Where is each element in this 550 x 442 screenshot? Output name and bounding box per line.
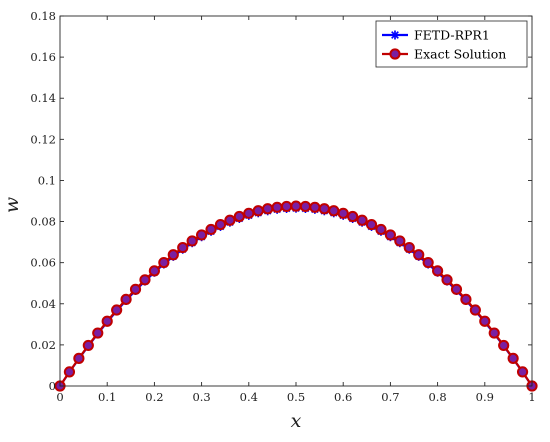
- exact-marker: [139, 274, 151, 286]
- exact-marker: [271, 201, 283, 213]
- exact-marker: [498, 339, 510, 352]
- exact-marker: [252, 205, 264, 217]
- exact-marker: [479, 315, 491, 327]
- exact-marker: [196, 229, 208, 241]
- exact-marker: [82, 339, 94, 352]
- y-tick-label: 0.1: [38, 173, 56, 187]
- exact-marker: [309, 201, 321, 213]
- exact-marker: [469, 304, 481, 316]
- y-tick-label: 0.06: [30, 256, 56, 270]
- exact-marker: [262, 203, 274, 215]
- exact-marker: [177, 241, 189, 254]
- x-tick-label: 0.1: [98, 390, 116, 404]
- legend-box: [375, 20, 528, 68]
- x-tick-label: 0.4: [240, 390, 258, 404]
- y-tick-label: 0: [49, 379, 56, 393]
- exact-marker: [111, 304, 123, 316]
- exact-marker: [384, 229, 396, 241]
- legend-label-fetd: FETD-RPR1: [414, 28, 490, 43]
- exact-marker: [403, 241, 415, 254]
- plot-area: [54, 200, 538, 392]
- legend-marker-exact: [389, 48, 401, 60]
- exact-marker: [413, 249, 425, 261]
- exact-marker: [347, 210, 359, 223]
- exact-marker: [243, 207, 255, 219]
- x-tick-label: 0.6: [334, 390, 352, 404]
- exact-marker: [516, 366, 529, 378]
- exact-marker: [101, 315, 113, 327]
- y-axis-title: w: [1, 197, 23, 213]
- exact-marker: [129, 283, 142, 295]
- exact-marker: [450, 283, 463, 295]
- y-tick-label: 0.16: [30, 50, 56, 64]
- axis-ticks: 0 0.1 0.2 0.3 0.4 0.5 0.6 0.7 0.8 0.9 1 0 0.02 0.04 0.…: [30, 9, 535, 404]
- exact-marker: [441, 274, 453, 286]
- exact-marker: [158, 256, 170, 269]
- y-tick-label: 0.18: [30, 9, 56, 23]
- y-tick-label: 0.02: [30, 338, 56, 352]
- y-tick-label: 0.04: [30, 297, 56, 311]
- y-tick-label: 0.12: [30, 132, 56, 146]
- exact-marker: [148, 265, 160, 277]
- exact-marker: [92, 327, 104, 339]
- x-axis-title: x: [291, 410, 302, 432]
- y-tick-label: 0.08: [30, 215, 56, 229]
- exact-marker: [214, 218, 227, 231]
- exact-marker: [507, 352, 519, 364]
- exact-marker: [205, 223, 217, 236]
- exact-marker: [299, 200, 312, 213]
- x-tick-label: 0.8: [428, 390, 446, 404]
- exact-marker: [328, 205, 340, 217]
- exact-marker: [73, 352, 85, 364]
- x-tick-label: 0.2: [145, 390, 163, 404]
- exact-marker: [432, 265, 444, 277]
- exact-marker: [460, 293, 472, 305]
- x-tick-label: 1: [528, 390, 535, 404]
- legend-marker-fetd: [390, 30, 400, 40]
- exact-marker: [186, 235, 198, 247]
- exact-marker: [356, 214, 368, 226]
- exact-marker: [167, 249, 179, 261]
- legend-label-exact: Exact Solution: [414, 47, 506, 62]
- exact-marker: [233, 210, 245, 223]
- legend: FETD-RPR1 Exact Solution: [375, 20, 528, 68]
- exact-marker: [365, 218, 378, 231]
- exact-marker: [224, 214, 236, 226]
- exact-marker: [394, 235, 406, 247]
- exact-marker: [337, 207, 349, 219]
- exact-marker: [318, 203, 330, 215]
- exact-marker: [422, 256, 434, 269]
- y-tick-label: 0.14: [30, 91, 56, 105]
- x-tick-label: 0.9: [476, 390, 494, 404]
- exact-marker: [488, 327, 500, 339]
- x-tick-label: 0: [56, 390, 63, 404]
- exact-marker: [280, 200, 293, 213]
- exact-marker: [63, 366, 76, 378]
- exact-marker: [375, 223, 387, 236]
- x-tick-label: 0.7: [381, 390, 399, 404]
- x-tick-label: 0.3: [192, 390, 210, 404]
- exact-marker: [290, 200, 302, 212]
- x-tick-label: 0.5: [287, 390, 305, 404]
- exact-marker: [120, 293, 132, 305]
